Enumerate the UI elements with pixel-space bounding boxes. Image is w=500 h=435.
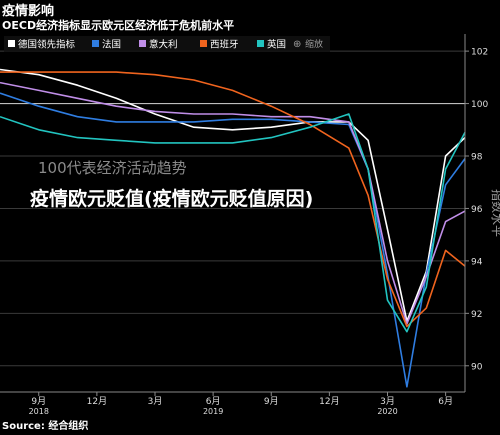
y-tick-label: 90 [471, 362, 483, 372]
x-tick-label: 6月 [206, 396, 221, 407]
y-tick-label: 102 [471, 48, 488, 58]
legend: 德国领先指标 法国 意大利 西班牙 英国 ⊕ 缩放 [4, 36, 330, 52]
legend-background [4, 36, 330, 52]
legend-label-4: 英国 [267, 39, 286, 51]
y-tick-label: 94 [471, 257, 483, 267]
x-tick-label: 12月 [87, 396, 107, 407]
zoom-icon[interactable]: ⊕ [293, 39, 301, 50]
x-year-label: 2018 [29, 407, 49, 416]
legend-swatch-2 [139, 40, 146, 47]
legend-swatch-0 [8, 40, 15, 47]
watermark-text: 100代表经济活动趋势 [38, 159, 187, 177]
y-axis: 90 92 94 96 98 100 102 [464, 34, 488, 392]
source-note: Source: 经合组织 [2, 419, 88, 432]
y-tick-label: 96 [471, 205, 483, 215]
legend-swatch-3 [200, 40, 207, 47]
series-line-2 [0, 81, 466, 325]
series-line-0 [0, 68, 466, 323]
x-tick-label: 12月 [319, 396, 339, 407]
y-axis-label: 指数水平 [490, 189, 500, 237]
x-year-label: 2019 [203, 407, 223, 416]
chart-title: 疫情影响 [2, 3, 54, 19]
legend-swatch-1 [92, 40, 99, 47]
series-line-3 [0, 71, 466, 328]
legend-swatch-4 [257, 40, 264, 47]
legend-label-2: 意大利 [149, 39, 178, 51]
y-tick-label: 100 [471, 100, 488, 110]
legend-label-3: 西班牙 [210, 39, 239, 51]
y-tick-label: 98 [471, 153, 483, 163]
series-line-1 [0, 92, 466, 388]
x-tick-label: 3月 [148, 396, 163, 407]
y-tick-label: 92 [471, 310, 482, 320]
x-tick-label: 9月 [31, 396, 46, 407]
overlay-headline: 疫情欧元贬值(疫情欧元贬值原因) [30, 188, 314, 210]
legend-label-0: 德国领先指标 [18, 39, 76, 51]
x-tick-label: 3月 [380, 396, 395, 407]
x-tick-label: 6月 [438, 396, 453, 407]
series-line-4 [0, 113, 466, 333]
x-year-label: 2020 [377, 407, 397, 416]
legend-label-1: 法国 [102, 39, 121, 51]
x-axis: 9月 12月 3月 6月 9月 12月 3月 6月 2018 2019 2020 [0, 391, 465, 416]
x-tick-label: 9月 [264, 396, 279, 407]
zoom-button[interactable]: 缩放 [305, 38, 323, 50]
series-lines [0, 68, 466, 388]
chart-subtitle: OECD经济指标显示欧元区经济低于危机前水平 [2, 18, 234, 32]
